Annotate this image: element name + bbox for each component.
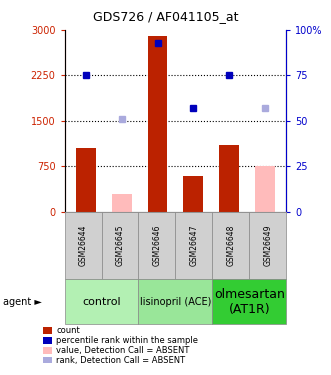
Text: control: control [82,297,121,307]
Text: percentile rank within the sample: percentile rank within the sample [56,336,198,345]
Text: GSM26645: GSM26645 [116,225,124,266]
Text: rank, Detection Call = ABSENT: rank, Detection Call = ABSENT [56,356,185,364]
Text: lisinopril (ACE): lisinopril (ACE) [140,297,211,307]
Text: GSM26646: GSM26646 [153,225,162,266]
Text: GDS726 / AF041105_at: GDS726 / AF041105_at [93,10,238,23]
Text: count: count [56,326,80,335]
Bar [76,148,96,212]
Text: olmesartan
(AT1R): olmesartan (AT1R) [214,288,285,316]
Text: GSM26647: GSM26647 [189,225,198,266]
Text: GSM26648: GSM26648 [226,225,235,266]
Text: GSM26649: GSM26649 [263,225,272,266]
Bar [219,145,239,212]
Bar [183,176,203,212]
Text: GSM26644: GSM26644 [78,225,87,266]
Text: agent ►: agent ► [3,297,42,307]
Bar [112,194,132,212]
Text: value, Detection Call = ABSENT: value, Detection Call = ABSENT [56,346,190,355]
Bar [255,166,275,212]
Bar [148,36,167,212]
